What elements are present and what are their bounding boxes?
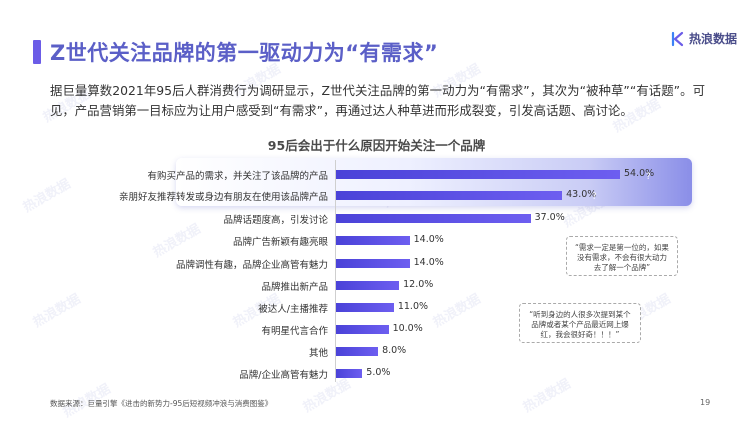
bar bbox=[336, 191, 563, 200]
chart-axis bbox=[335, 160, 336, 382]
value-label: 5.0% bbox=[366, 367, 391, 378]
bar bbox=[336, 259, 410, 268]
category-label: 品牌广告新颖有趣亮眼 bbox=[232, 237, 328, 248]
watermark: 热浪数据 bbox=[520, 376, 574, 416]
value-label: 14.0% bbox=[413, 257, 444, 268]
brand-logo: 热浪数据 bbox=[670, 30, 737, 47]
title-accent-bar bbox=[33, 40, 41, 64]
question-mark: ? bbox=[646, 172, 651, 182]
category-label: 有明星代言合作 bbox=[261, 326, 328, 337]
value-label: 43.0% bbox=[566, 189, 597, 200]
bar bbox=[336, 325, 389, 334]
source-note: 数据来源：巨量引擎《进击的新势力-95后短视频冲浪与消费图鉴》 bbox=[50, 399, 273, 408]
bar bbox=[336, 369, 363, 378]
value-label: 14.0% bbox=[413, 234, 444, 245]
watermark: 热浪数据 bbox=[20, 176, 74, 216]
brand-name: 热浪数据 bbox=[689, 32, 738, 46]
value-label: 10.0% bbox=[392, 323, 423, 334]
bar bbox=[336, 170, 620, 179]
value-label: 11.0% bbox=[397, 301, 429, 312]
watermark: 热浪数据 bbox=[30, 291, 84, 331]
bar bbox=[336, 236, 410, 245]
category-label: 其他 bbox=[308, 348, 328, 359]
category-label: 品牌话题度高，引发讨论 bbox=[223, 215, 328, 226]
quote-callout-2: “听到身边的人很多次提到某个品牌或者某个产品最近网上爆红，我会很好奇！！！” bbox=[519, 303, 641, 343]
value-label: 37.0% bbox=[534, 212, 565, 223]
bar bbox=[336, 303, 394, 312]
value-label: 54.0% bbox=[624, 168, 655, 179]
quote-callout-1: “需求一定是第一位的，如果没有需求，不会有很大动力去了解一个品牌” bbox=[566, 236, 678, 276]
chart-title: 95后会出于什么原因开始关注一个品牌 bbox=[267, 138, 486, 153]
bar bbox=[336, 347, 379, 356]
watermark: 热浪数据 bbox=[430, 291, 484, 331]
category-label: 品牌/企业高管有魅力 bbox=[239, 370, 328, 381]
body-paragraph: 据巨量算数2021年95后人群消费行为调研显示，Z世代关注品牌的第一动力为“有需… bbox=[50, 83, 705, 118]
page-number: 19 bbox=[700, 398, 711, 407]
category-label: 亲朋好友推荐转发或身边有朋友在使用该品牌产品 bbox=[118, 192, 328, 203]
watermark: 热浪数据 bbox=[150, 221, 204, 261]
category-label: 被达人/主播推荐 bbox=[258, 304, 328, 315]
value-label: 8.0% bbox=[382, 345, 407, 356]
bar bbox=[336, 214, 531, 223]
value-label: 12.0% bbox=[403, 279, 434, 290]
bar bbox=[336, 281, 400, 290]
category-label: 品牌调性有趣，品牌企业高管有魅力 bbox=[175, 260, 328, 271]
category-label: 品牌推出新产品 bbox=[261, 282, 328, 293]
page-title: Z世代关注品牌的第一驱动力为“有需求” bbox=[50, 41, 439, 65]
category-label: 有购买产品的需求，并关注了该品牌的产品 bbox=[147, 171, 328, 182]
question-mark: ? bbox=[592, 192, 597, 202]
brand-logo-icon bbox=[671, 31, 684, 46]
